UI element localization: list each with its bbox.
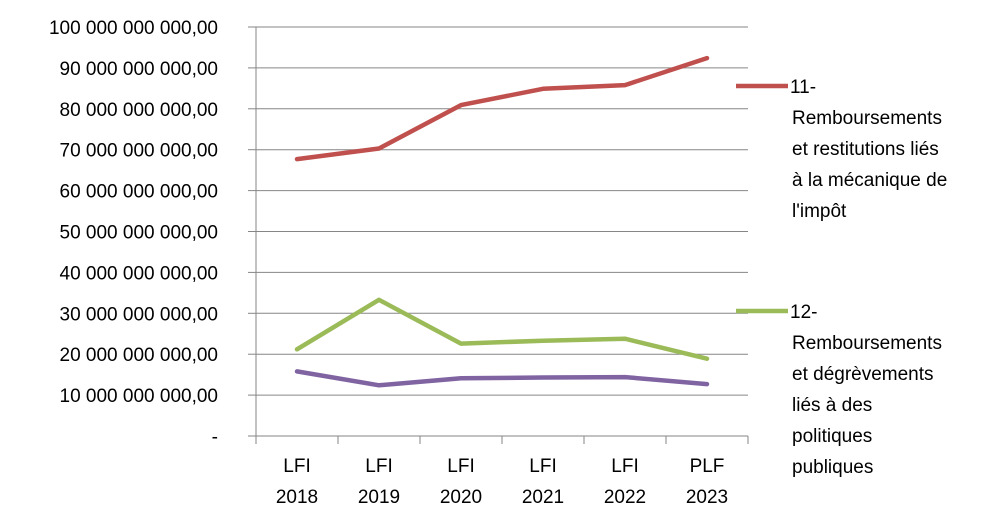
legend-label: Remboursements [792, 108, 942, 129]
x-tick-label: LFI [283, 456, 310, 477]
y-tick-label: 40 000 000 000,00 [60, 263, 219, 284]
series-line-2 [294, 297, 710, 361]
y-tick-label: 60 000 000 000,00 [60, 182, 219, 203]
x-axis-tick-labels: LFI 2018 LFI 2019 LFI 2020 LFI 2021 LFI 2022 PLF 20… [276, 456, 728, 508]
x-tick-label: 2018 [276, 487, 318, 508]
y-tick-label: 50 000 000 000,00 [60, 223, 219, 244]
legend-label: publiques [792, 457, 873, 478]
x-tick-label: 2022 [604, 487, 646, 508]
y-tick-label: 90 000 000 000,00 [60, 59, 219, 80]
series-lines [294, 55, 710, 388]
y-tick-label: 100 000 000 000,00 [49, 18, 218, 39]
gridlines [256, 26, 748, 396]
legend-label: liés à des [792, 395, 872, 416]
x-tick-label: LFI [365, 456, 392, 477]
y-tick-label: 10 000 000 000,00 [60, 386, 219, 407]
x-tick-label: LFI [611, 456, 638, 477]
legend: 11- Remboursements et restitutions liés à l… [736, 77, 947, 478]
x-tick-label: LFI [447, 456, 474, 477]
legend-label: et dégrèvements [792, 364, 934, 385]
x-tick-label: LFI [529, 456, 556, 477]
legend-label: et restitutions liés [792, 139, 939, 160]
series-line-3 [294, 369, 710, 388]
x-tick-label: 2019 [358, 487, 400, 508]
y-tick-label: - [212, 427, 218, 448]
y-tick-label: 30 000 000 000,00 [60, 304, 219, 325]
x-tick-label: 2020 [440, 487, 482, 508]
legend-label: à la mécanique de [792, 170, 947, 191]
legend-label: 11- [790, 77, 816, 98]
legend-label: Remboursements [792, 333, 942, 354]
y-axis-tick-labels: - 10 000 000 000,00 20 000 000 000,00 30 00… [49, 18, 218, 448]
series-line-1 [294, 55, 710, 162]
y-tick-label: 20 000 000 000,00 [60, 345, 219, 366]
x-tick-label: 2021 [522, 487, 564, 508]
legend-label: l'impôt [792, 201, 847, 222]
y-tick-label: 80 000 000 000,00 [60, 100, 219, 121]
legend-label: politiques [792, 426, 872, 447]
axes [248, 26, 749, 444]
x-tick-label: 2023 [686, 487, 728, 508]
y-tick-label: 70 000 000 000,00 [60, 141, 219, 162]
legend-label: 12- [790, 302, 817, 323]
x-tick-label: PLF [690, 456, 725, 477]
